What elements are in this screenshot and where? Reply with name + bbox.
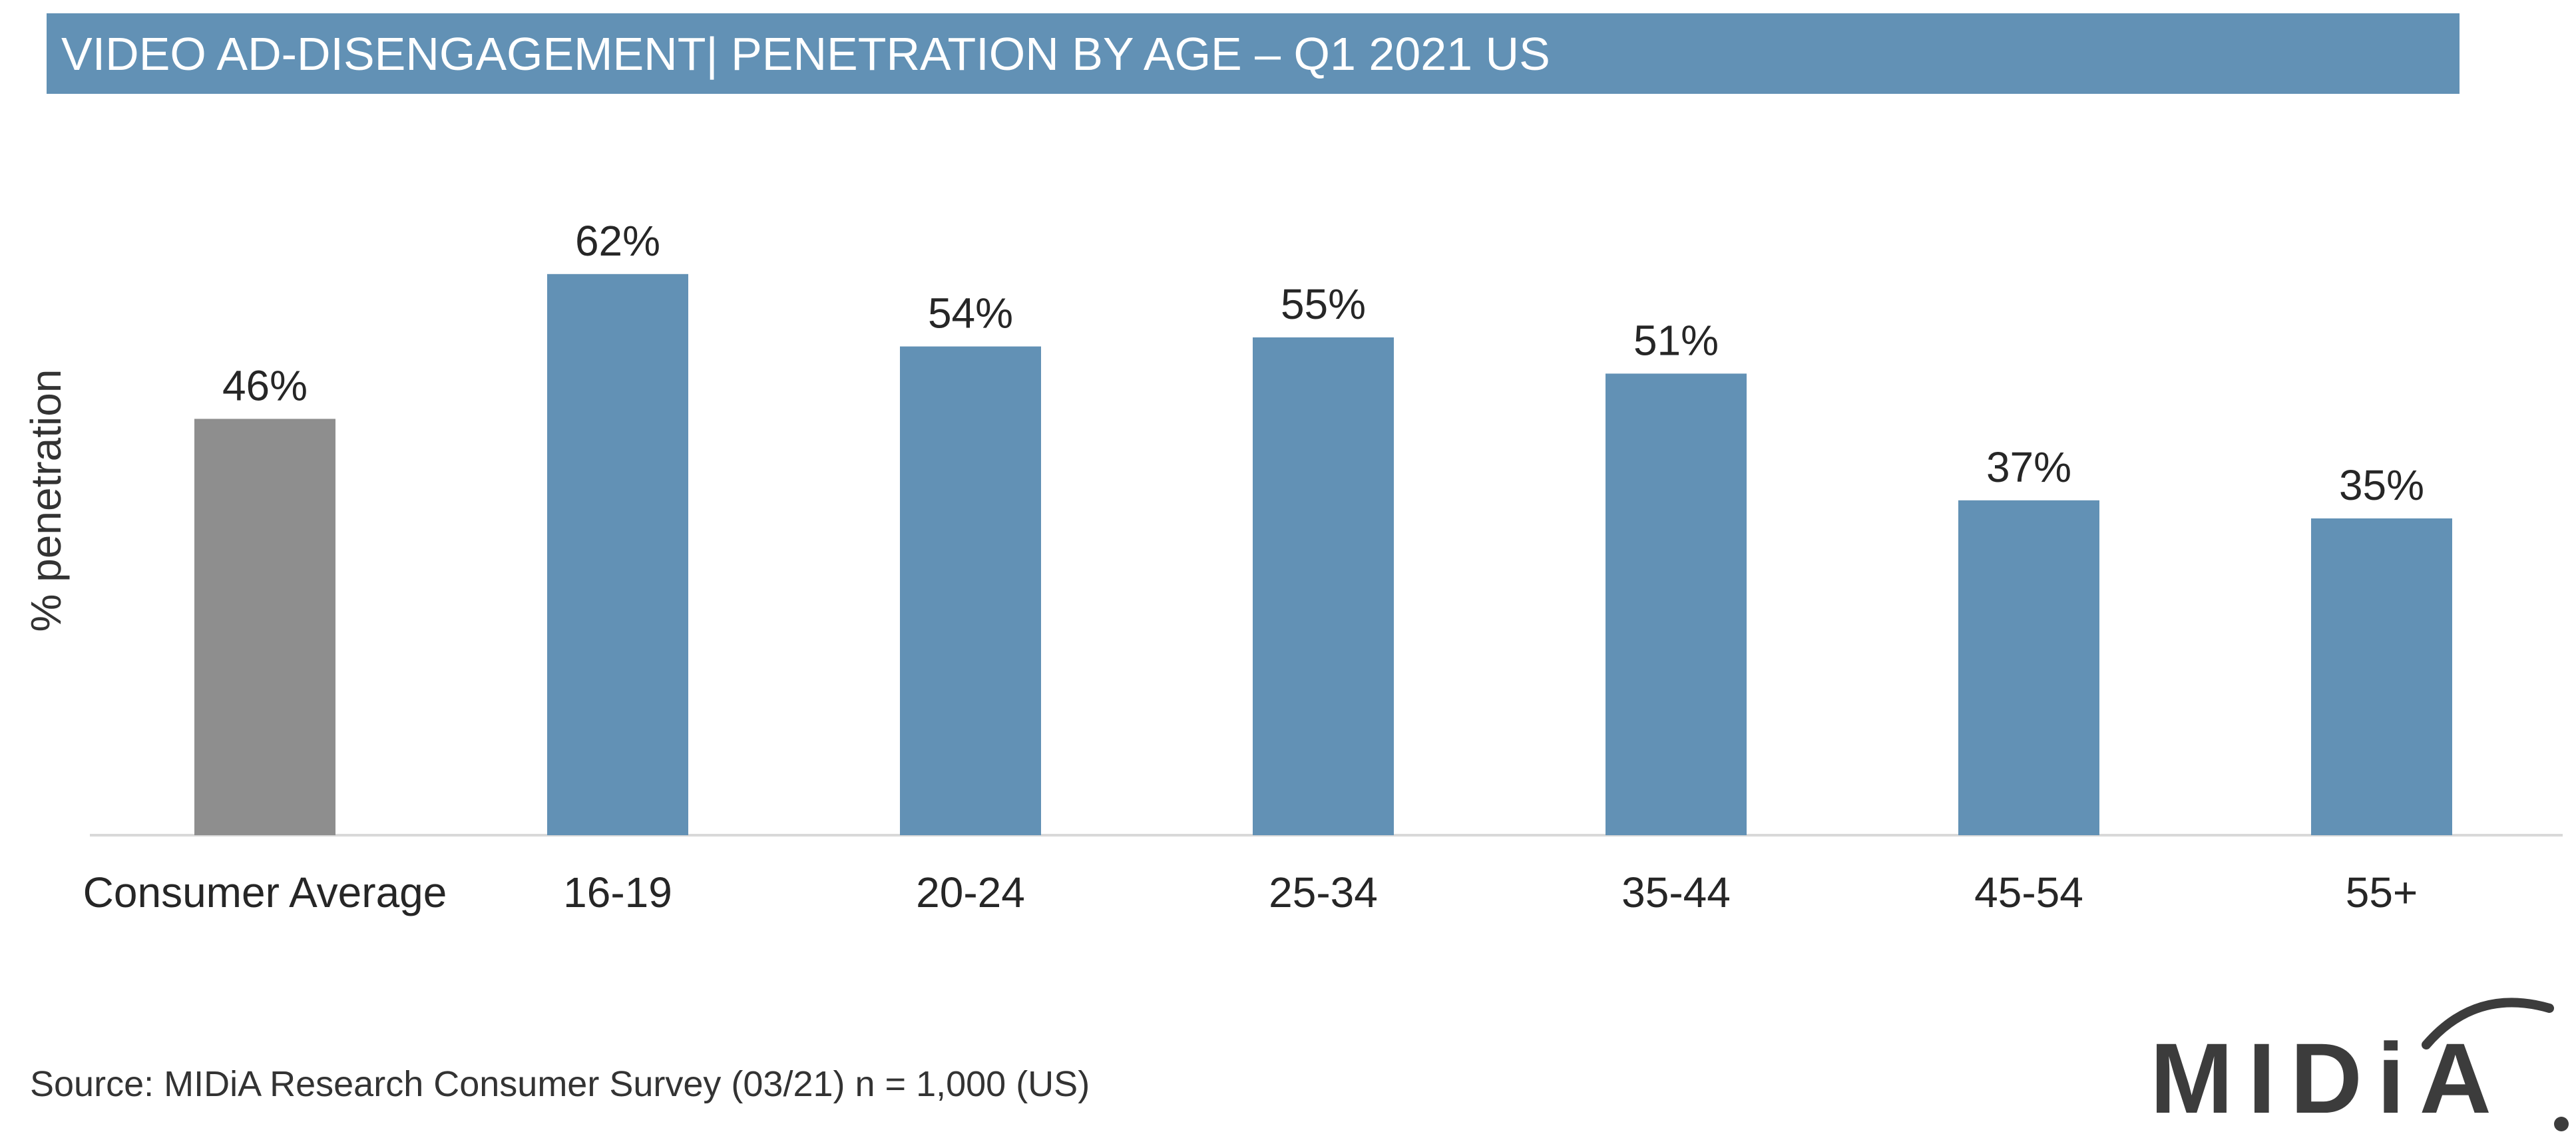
bar-45-54 [1958,500,2099,835]
category-tick-label: 16-19 [563,868,672,916]
title-bar: VIDEO AD-DISENGAGEMENT| PENETRATION BY A… [47,13,2460,94]
bar-chart: 46% Consumer Average 62% 16-19 54% 20-24 55% 25… [83,217,2563,916]
data-label: 54% [928,289,1013,337]
data-label: 62% [575,217,660,265]
bar-consumer-average [194,419,335,835]
logo-text: MIDiA [2150,1022,2506,1134]
data-label: 46% [222,361,308,409]
category-tick-label: 20-24 [916,868,1025,916]
data-label: 55% [1281,280,1366,328]
midia-logo: MIDiA [2150,982,2576,1131]
category-tick-label: 55+ [2346,868,2418,916]
y-axis-label: % penetration [22,369,70,632]
bar-35-44 [1606,373,1747,835]
data-label: 51% [1633,316,1719,364]
logo-arc-icon [2422,998,2569,1131]
bar-16-19 [547,274,688,835]
data-label: 37% [1986,443,2071,491]
source-note: Source: MIDiA Research Consumer Survey (… [30,1064,1090,1104]
category-tick-label: 25-34 [1269,868,1378,916]
data-label: 35% [2339,461,2424,509]
bar-20-24 [900,346,1041,835]
chart-title: VIDEO AD-DISENGAGEMENT| PENETRATION BY A… [61,27,1550,80]
category-tick-label: 35-44 [1621,868,1731,916]
bar-55- [2311,518,2452,835]
category-tick-label: Consumer Average [83,868,447,916]
category-tick-label: 45-54 [1974,868,2083,916]
bar-25-34 [1253,337,1394,835]
